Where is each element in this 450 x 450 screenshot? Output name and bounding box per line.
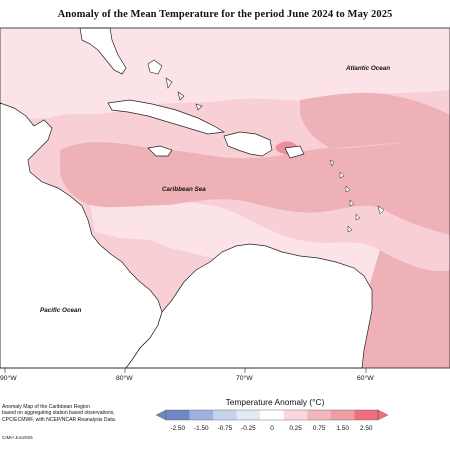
land-hispaniola [223, 131, 273, 157]
anomaly-region-strong-east [300, 92, 450, 150]
anomaly-region-strong-se [360, 250, 450, 368]
legend-colorbar [155, 409, 389, 421]
legend-swatch [236, 410, 261, 420]
map-border [0, 27, 450, 369]
legend-outline [165, 409, 379, 421]
anomaly-region-strong-central [60, 142, 450, 235]
footnote-line: CPC/ECMWF, with NCEP/NCAR Reanalysis Dat… [2, 416, 117, 423]
legend-arrow-high [377, 409, 389, 421]
lon-tick-label: 90°W [0, 374, 17, 382]
legend-tick-label: 0 [270, 425, 274, 432]
legend-tick-label: 0.75 [312, 425, 326, 432]
label-caribbean-sea: Caribbean Sea [162, 186, 206, 193]
legend-swatch [330, 410, 355, 420]
label-pacific-ocean: Pacific Ocean [40, 307, 81, 314]
legend-tick-label: -0.25 [241, 425, 256, 432]
legend-swatch [354, 410, 379, 420]
legend-swatch [189, 410, 214, 420]
land-florida [79, 27, 127, 75]
land-south-america [125, 243, 373, 369]
map-title: Anomaly of the Mean Temperature for the … [57, 9, 393, 20]
footnote: Anomaly Map of the Caribbean Region base… [2, 404, 152, 423]
legend-tick-label: 0.25 [289, 425, 302, 432]
legend-swatch [260, 410, 285, 420]
legend-swatch [213, 410, 237, 420]
legend-tick-label: -0.75 [217, 425, 233, 432]
legend-swatch [166, 410, 190, 420]
legend-arrow-low [155, 409, 167, 421]
label-atlantic-ocean: Atlantic Ocean [345, 65, 390, 72]
legend-title: Temperature Anomaly (°C) [225, 397, 325, 407]
land-lesser-antilles [329, 159, 385, 233]
lon-tick-label: 70°W [236, 374, 253, 382]
legend-tick-label: 1.50 [336, 425, 349, 432]
legend-tick-label: -1.50 [194, 425, 209, 432]
land-puerto-rico [284, 145, 305, 159]
legend-tick-label: 2.50 [359, 425, 373, 432]
land-cuba [107, 99, 226, 135]
credit: CIMH Jun2025 [2, 435, 33, 440]
land-bahamas [147, 59, 203, 111]
lon-tick-label: 60°W [357, 374, 374, 382]
legend-swatch [283, 410, 308, 420]
legend-tick-label: -2.50 [170, 425, 186, 432]
land-jamaica [147, 145, 173, 157]
footnote-line: based on aggregating station based obser… [2, 410, 115, 417]
legend-swatch [307, 410, 332, 420]
footnote-line: Anomaly Map of the Caribbean Region [2, 404, 90, 410]
longitude-axis: 90°W 80°W 70°W 60°W [0, 368, 374, 382]
lon-tick-label: 80°W [116, 374, 133, 382]
